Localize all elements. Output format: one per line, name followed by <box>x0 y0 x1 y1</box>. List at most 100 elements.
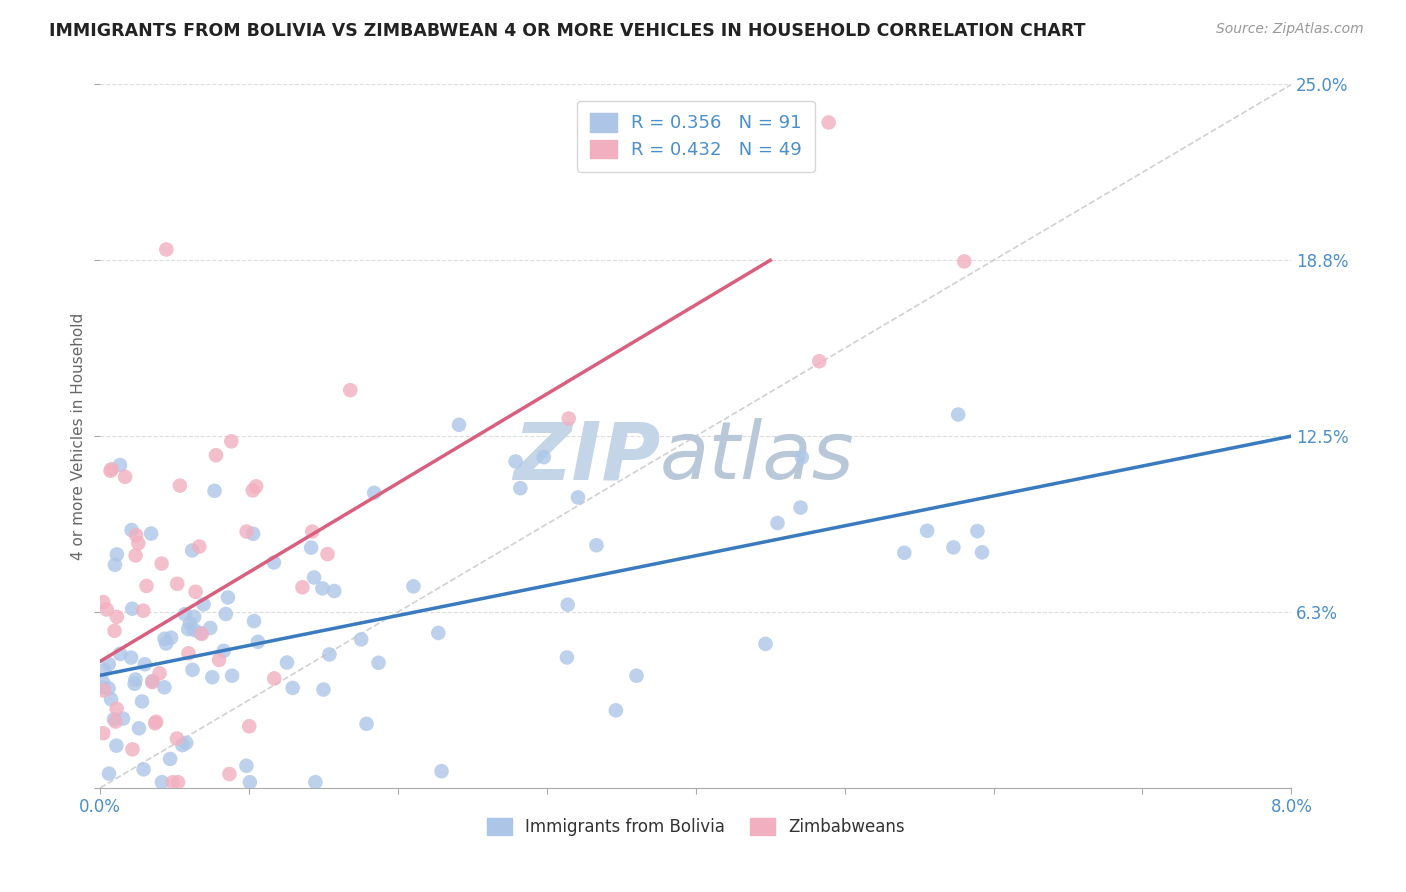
Point <box>291 580 314 594</box>
Point <box>893 546 915 560</box>
Point <box>100 692 122 706</box>
Text: atlas: atlas <box>659 418 855 496</box>
Point <box>356 716 378 731</box>
Point <box>946 408 969 422</box>
Point <box>626 669 648 683</box>
Point <box>141 675 163 690</box>
Point <box>174 736 197 750</box>
Point <box>191 627 214 641</box>
Point <box>184 584 207 599</box>
Point <box>790 450 813 465</box>
Point <box>311 582 333 596</box>
Point <box>150 557 173 571</box>
Point <box>304 775 326 789</box>
Point <box>970 545 993 559</box>
Point <box>169 478 191 492</box>
Point <box>221 668 243 682</box>
Point <box>447 417 470 432</box>
Point <box>135 579 157 593</box>
Point <box>509 481 531 495</box>
Point <box>183 623 205 637</box>
Point <box>177 622 200 636</box>
Point <box>91 681 114 695</box>
Point <box>162 775 184 789</box>
Point <box>316 547 339 561</box>
Point <box>98 766 121 780</box>
Point <box>318 648 340 662</box>
Point <box>402 579 425 593</box>
Point <box>127 536 149 550</box>
Point <box>263 672 285 686</box>
Point <box>96 602 118 616</box>
Point <box>299 541 322 555</box>
Point <box>242 526 264 541</box>
Point <box>808 354 831 368</box>
Point <box>212 644 235 658</box>
Point <box>155 243 177 257</box>
Point <box>134 657 156 672</box>
Point <box>128 721 150 735</box>
Point <box>204 483 226 498</box>
Point <box>243 614 266 628</box>
Point <box>139 526 162 541</box>
Point <box>219 434 242 449</box>
Point <box>302 570 325 584</box>
Point <box>193 598 215 612</box>
Point <box>301 524 323 539</box>
Point <box>942 541 965 555</box>
Point <box>91 726 114 740</box>
Point <box>367 656 389 670</box>
Point <box>188 540 211 554</box>
Point <box>131 694 153 708</box>
Point <box>150 775 173 789</box>
Point <box>235 524 257 539</box>
Point <box>205 448 228 462</box>
Point <box>155 636 177 650</box>
Point <box>172 738 194 752</box>
Point <box>312 682 335 697</box>
Point <box>181 543 204 558</box>
Point <box>104 558 127 572</box>
Point <box>242 483 264 498</box>
Point <box>105 739 128 753</box>
Point <box>100 464 122 478</box>
Point <box>148 666 170 681</box>
Point <box>104 714 127 729</box>
Point <box>754 637 776 651</box>
Point <box>93 683 115 698</box>
Point <box>124 677 146 691</box>
Point <box>153 632 176 646</box>
Point <box>276 656 298 670</box>
Point <box>533 450 555 465</box>
Point <box>121 523 143 537</box>
Point <box>953 254 976 268</box>
Point <box>217 591 239 605</box>
Point <box>105 548 128 562</box>
Point <box>817 115 839 129</box>
Point <box>766 516 789 530</box>
Point <box>132 763 155 777</box>
Text: ZIP: ZIP <box>513 418 659 496</box>
Point <box>120 650 142 665</box>
Point <box>339 383 361 397</box>
Point <box>124 673 146 687</box>
Point <box>160 631 183 645</box>
Point <box>103 624 125 638</box>
Point <box>350 632 373 647</box>
Point <box>100 462 122 476</box>
Point <box>167 775 190 789</box>
Point <box>238 719 260 733</box>
Point <box>125 528 148 542</box>
Point <box>166 731 188 746</box>
Point <box>97 657 120 672</box>
Point <box>124 549 146 563</box>
Point <box>181 663 204 677</box>
Point <box>166 576 188 591</box>
Point <box>179 616 201 631</box>
Point <box>93 663 115 677</box>
Point <box>91 595 114 609</box>
Point <box>263 556 285 570</box>
Point <box>789 500 811 515</box>
Point <box>174 607 197 621</box>
Point <box>966 524 988 538</box>
